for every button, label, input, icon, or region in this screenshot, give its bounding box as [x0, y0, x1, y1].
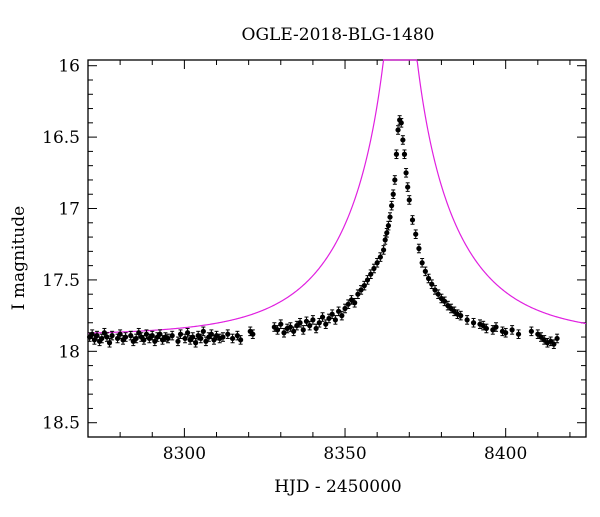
data-point [287, 324, 294, 330]
data-point [528, 328, 534, 334]
x-tick-label: 8400 [484, 444, 527, 464]
data-point [419, 260, 425, 266]
data-point [403, 170, 409, 176]
data-point [101, 330, 107, 336]
data-point [109, 333, 115, 339]
data-point [193, 340, 199, 346]
data-point [385, 223, 392, 229]
data-point [165, 335, 171, 342]
data-point [114, 335, 121, 342]
y-tick-label: 18.5 [42, 414, 80, 434]
data-point [303, 318, 310, 324]
data-point [384, 230, 390, 236]
x-tick-label: 8300 [163, 444, 206, 464]
data-point [175, 338, 181, 344]
model-curve-layer [87, 59, 587, 334]
y-tick-label: 18 [58, 342, 80, 362]
model-curve [87, 59, 587, 334]
data-point [392, 177, 398, 183]
data-point [152, 338, 158, 344]
data-point [278, 321, 284, 327]
data-point [200, 328, 206, 334]
data-point [229, 335, 236, 342]
data-point [220, 334, 226, 340]
data-point [458, 313, 464, 319]
data-point [91, 337, 98, 343]
data-point [422, 268, 428, 274]
data-point [177, 331, 184, 337]
data-points-layer [87, 115, 560, 349]
data-point [554, 335, 560, 342]
data-point [319, 314, 326, 320]
y-tick-label: 16.5 [42, 128, 80, 148]
data-point [493, 324, 499, 330]
data-point [382, 237, 388, 243]
data-point [310, 317, 316, 323]
data-point [432, 287, 438, 293]
data-point [406, 197, 412, 203]
data-point [416, 245, 422, 252]
data-point [326, 315, 332, 322]
data-point [409, 217, 416, 223]
data-point [398, 120, 404, 126]
data-point [332, 317, 338, 323]
y-tick-label: 17 [58, 200, 80, 220]
x-tick-label: 8350 [323, 444, 366, 464]
data-point [345, 301, 351, 307]
data-point [143, 331, 150, 337]
data-point [435, 291, 441, 297]
data-point [483, 325, 489, 332]
data-point [211, 337, 217, 343]
x-axis-title: HJD - 2450000 [274, 477, 402, 497]
data-point [405, 184, 411, 190]
data-point [238, 337, 244, 343]
data-point [352, 300, 358, 306]
data-point [389, 203, 395, 209]
y-axis-title: I magnitude [9, 206, 29, 310]
chart-title: OGLE-2018-BLG-1480 [242, 25, 435, 45]
data-point [470, 320, 477, 326]
data-point [442, 298, 448, 304]
data-point [234, 333, 240, 339]
data-point [503, 330, 509, 336]
data-point [169, 333, 175, 339]
y-axis: 16 16.5 17 17.5 18 18.5 [42, 57, 586, 438]
y-tick-label: 17.5 [42, 271, 80, 291]
data-point [106, 340, 113, 346]
data-point [250, 331, 256, 337]
data-point [336, 308, 342, 314]
data-point [185, 330, 191, 336]
data-point [395, 127, 401, 133]
data-point [300, 327, 306, 333]
data-point [136, 330, 142, 336]
data-point [198, 335, 204, 342]
data-point [225, 331, 231, 337]
x-axis: 8300 8350 8400 [87, 60, 571, 464]
data-point [387, 214, 393, 220]
data-point [464, 317, 470, 323]
data-point [390, 191, 396, 197]
data-point [515, 331, 522, 337]
data-point [377, 254, 383, 260]
data-point [203, 338, 209, 344]
data-point [400, 137, 406, 143]
data-point [380, 247, 387, 253]
data-point [358, 287, 364, 293]
data-point [122, 334, 129, 340]
data-point [413, 231, 419, 237]
data-point [281, 330, 287, 336]
data-point [401, 151, 408, 157]
data-point [355, 291, 361, 297]
data-point [393, 151, 400, 157]
data-point [297, 320, 303, 326]
plot-frame [87, 59, 587, 438]
data-point [339, 313, 345, 319]
data-point [342, 305, 348, 312]
y-tick-label: 16 [58, 57, 80, 77]
data-point [509, 327, 515, 333]
